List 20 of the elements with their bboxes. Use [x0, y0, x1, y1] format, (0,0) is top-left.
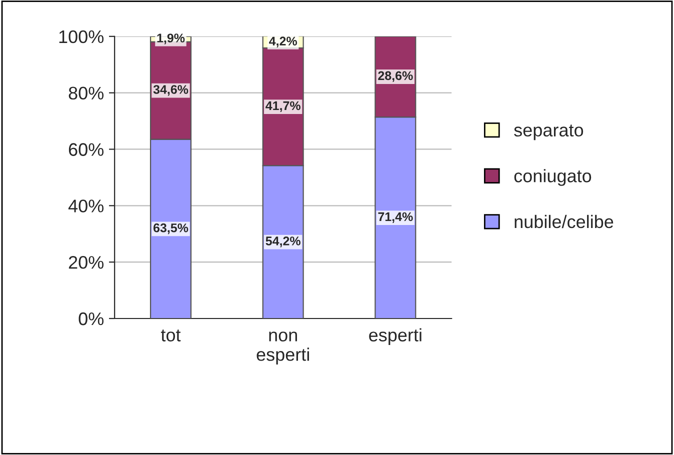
data-label: 71,4%	[378, 212, 413, 223]
x-tick-label: tot	[160, 330, 181, 342]
data-label: 54,2%	[266, 236, 300, 248]
y-tick-label: 100%	[59, 30, 104, 44]
y-tick-label: 0%	[78, 312, 104, 326]
data-label: 4,2%	[269, 36, 297, 48]
x-tick-label: esperti	[369, 328, 422, 346]
legend-label: nubile/celibe	[514, 214, 614, 228]
y-tick-label: 20%	[68, 256, 104, 269]
y-tick-label: 40%	[68, 200, 104, 212]
y-tick-label: 60%	[68, 143, 104, 156]
data-label: 28,6%	[378, 71, 413, 82]
legend-label: coniugato	[514, 169, 592, 186]
y-tick-label: 80%	[68, 86, 104, 100]
data-label: 34,6%	[153, 85, 188, 96]
data-label: 63,5%	[153, 223, 188, 234]
x-tick-label: non esperti	[256, 332, 309, 364]
data-label: 41,7%	[266, 101, 300, 112]
data-label: 1,9%	[157, 34, 185, 44]
legend-label: separato	[514, 124, 584, 140]
